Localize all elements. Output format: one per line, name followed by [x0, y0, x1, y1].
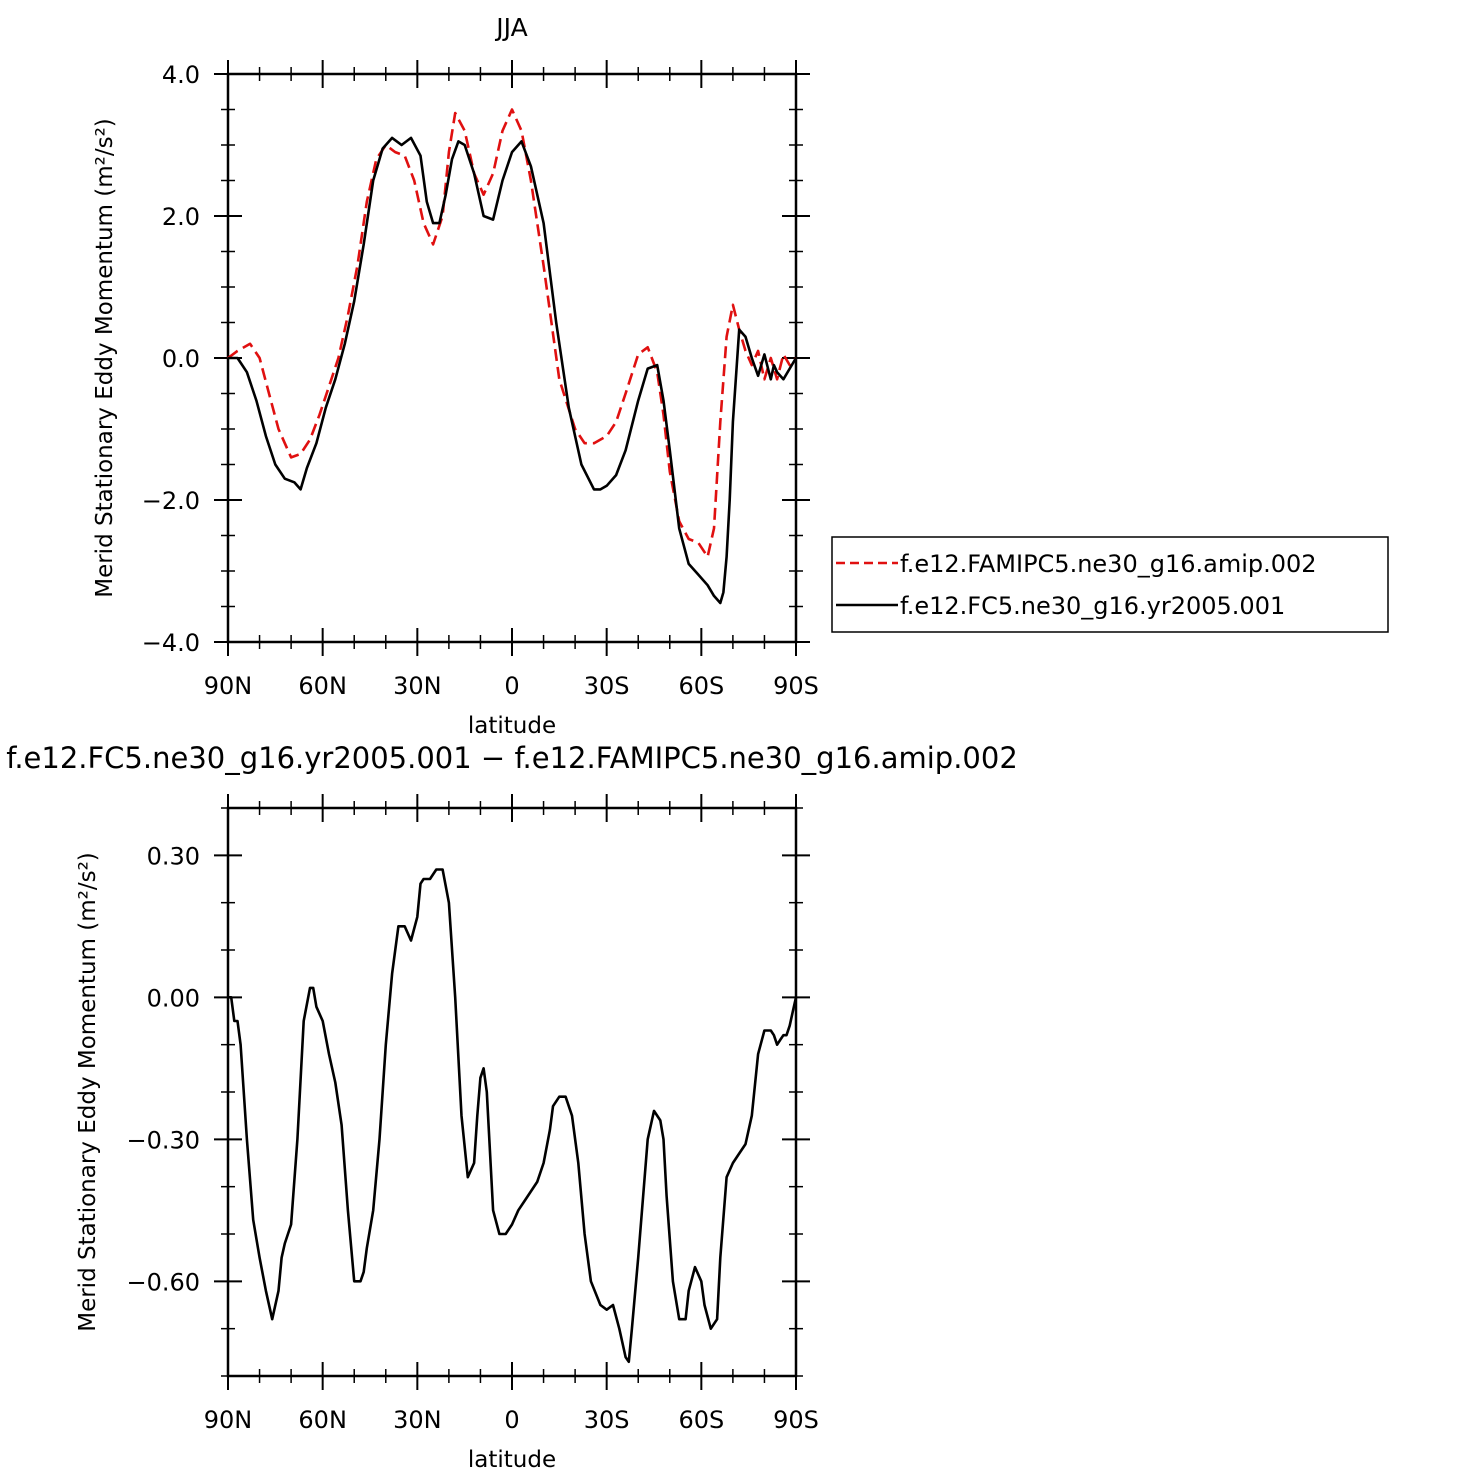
top-series-line-0 [227, 108, 797, 559]
top-y-tick-label: −2.0 [142, 487, 200, 515]
top-x-axis-label: latitude [468, 713, 556, 739]
top-x-tick-label: 60S [678, 672, 724, 700]
top-x-tick-label: 0 [504, 672, 519, 700]
bottom-x-tick-label: 90S [773, 1406, 819, 1434]
bottom-x-axis-label: latitude [468, 1447, 556, 1473]
bottom-x-tick-label: 30N [393, 1406, 442, 1434]
legend-label-yr2005: f.e12.FC5.ne30_g16.yr2005.001 [900, 592, 1285, 620]
bottom-x-tick-labels: 90N 60N 30N 0 30S 60S 90S [204, 1406, 819, 1434]
bottom-series-line-0 [228, 868, 798, 1364]
bottom-plot-frame [226, 806, 798, 1378]
bottom-x-tick-label: 60N [298, 1406, 347, 1434]
top-series-line-1 [228, 136, 798, 605]
top-y-tick-label: 0.0 [162, 345, 200, 373]
bottom-series-lines [228, 868, 798, 1364]
legend-box [831, 536, 1389, 633]
bottom-y-tick-label: 0.30 [147, 842, 200, 870]
top-plot-frame [226, 72, 798, 644]
bottom-y-tick-label: −0.60 [126, 1268, 200, 1296]
top-x-tick-label: 30S [584, 672, 630, 700]
bottom-y-tick-label: −0.30 [126, 1126, 200, 1154]
legend-label-amip: f.e12.FAMIPC5.ne30_g16.amip.002 [900, 550, 1317, 578]
bottom-x-tick-label: 90N [204, 1406, 253, 1434]
top-axis-ticks [214, 60, 810, 656]
top-y-tick-labels: 4.0 2.0 0.0 −2.0 −4.0 [142, 61, 200, 657]
bottom-y-tick-labels: 0.30 0.00 −0.30 −0.60 [126, 842, 200, 1296]
bottom-panel: f.e12.FC5.ne30_g16.yr2005.001 − f.e12.FA… [6, 741, 1018, 1473]
top-y-tick-label: 2.0 [162, 203, 200, 231]
bottom-y-tick-label: 0.00 [147, 984, 200, 1012]
top-x-tick-label: 30N [393, 672, 442, 700]
top-series-lines [227, 108, 798, 605]
top-x-tick-label: 90S [773, 672, 819, 700]
bottom-y-axis-label: Merid Stationary Eddy Momentum (m²/s²) [75, 852, 101, 1332]
top-y-axis-label: Merid Stationary Eddy Momentum (m²/s²) [92, 118, 118, 598]
bottom-x-tick-label: 30S [584, 1406, 630, 1434]
bottom-axis-ticks [214, 794, 810, 1390]
top-x-tick-label: 60N [298, 672, 347, 700]
bottom-chart-title: f.e12.FC5.ne30_g16.yr2005.001 − f.e12.FA… [6, 741, 1018, 775]
top-chart-title: JJA [494, 13, 527, 42]
legend: f.e12.FAMIPC5.ne30_g16.amip.002 f.e12.FC… [831, 536, 1389, 633]
top-x-tick-label: 90N [204, 672, 253, 700]
bottom-x-tick-label: 0 [504, 1406, 519, 1434]
top-x-tick-labels: 90N 60N 30N 0 30S 60S 90S [204, 672, 819, 700]
top-y-tick-label: 4.0 [162, 61, 200, 89]
top-panel: JJA 4.02.00.0−2.0−4.0 90N 60N 30N 0 30S 60S 90… [92, 13, 819, 739]
bottom-x-tick-label: 60S [678, 1406, 724, 1434]
top-y-tick-label: −4.0 [142, 629, 200, 657]
